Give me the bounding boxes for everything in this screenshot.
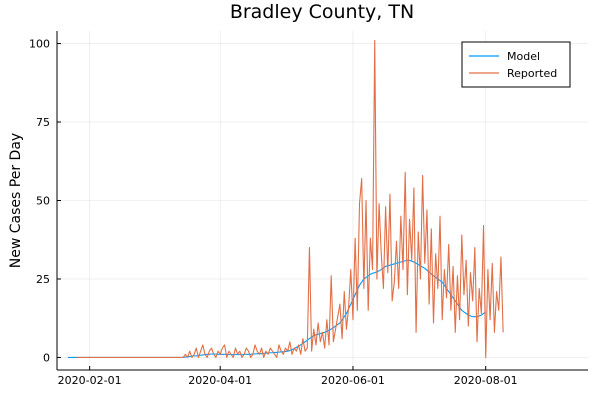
y-tick-label: 0 — [43, 351, 50, 364]
x-tick-label: 2020-08-01 — [454, 374, 518, 387]
x-tick-label: 2020-04-01 — [188, 374, 252, 387]
series-model-line — [67, 259, 487, 358]
legend-box — [461, 41, 571, 88]
series-reported-line — [76, 39, 504, 358]
y-tick-label: 50 — [36, 195, 50, 208]
y-tick-label: 100 — [29, 38, 50, 51]
series-layer — [67, 39, 504, 358]
chart-title: Bradley County, TN — [230, 1, 414, 23]
x-tick-label: 2020-06-01 — [321, 374, 385, 387]
x-tick-label: 2020-02-01 — [58, 374, 122, 387]
y-axis-label: New Cases Per Day — [8, 133, 24, 268]
y-tick-label: 25 — [36, 273, 50, 286]
legend: Model Reported — [461, 41, 571, 88]
legend-label-model: Model — [507, 50, 540, 63]
y-tick-label: 75 — [36, 116, 50, 129]
axes — [56, 31, 588, 371]
tick-labels: 2020-02-01 2020-04-01 2020-06-01 2020-08-01… — [29, 38, 518, 387]
legend-label-reported: Reported — [507, 67, 557, 80]
